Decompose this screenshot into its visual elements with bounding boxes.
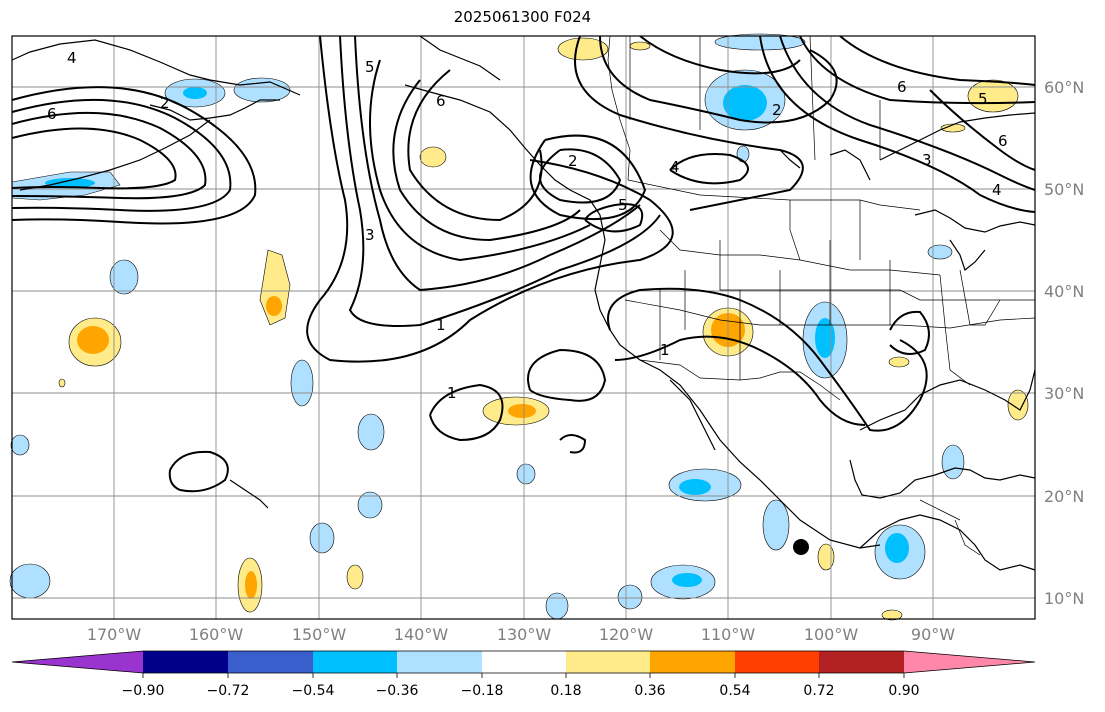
colorbar-segment xyxy=(819,651,904,673)
contour-label: 2 xyxy=(568,152,578,170)
contour-label: 3 xyxy=(365,226,375,244)
longitude-label: 100°W xyxy=(803,625,859,644)
contour-label: 1 xyxy=(447,384,457,402)
contour-label: 6 xyxy=(436,92,446,110)
longitude-label: 140°W xyxy=(393,625,449,644)
contour-label: 2 xyxy=(772,101,782,119)
political-boundaries xyxy=(607,35,1036,556)
contour-label: 6 xyxy=(897,78,907,96)
storm-position-marker xyxy=(793,539,809,555)
contour-label: 6 xyxy=(47,105,57,123)
contour-label: 2 xyxy=(160,94,170,112)
longitude-label: 160°W xyxy=(188,625,244,644)
coastlines xyxy=(11,35,1036,571)
colorbar xyxy=(11,650,1036,678)
map-title: 2025061300 F024 xyxy=(453,8,592,26)
latitude-label: 20°N xyxy=(1044,487,1085,506)
contour-label: 4 xyxy=(670,158,680,176)
longitude-label: 110°W xyxy=(700,625,756,644)
colorbar-tick-label: 0.54 xyxy=(719,683,751,699)
latitude-label: 60°N xyxy=(1044,78,1085,97)
negative-anomaly-shading xyxy=(9,33,965,620)
map-panel: 6 4 2 1 3 5 1 6 2 4 5 6 1 2 3 4 5 6 xyxy=(9,33,1036,621)
latitude-label: 40°N xyxy=(1044,282,1085,301)
latitude-label: 30°N xyxy=(1044,384,1085,403)
colorbar-tick-label: −0.36 xyxy=(375,683,419,699)
colorbar-segment xyxy=(313,651,397,673)
latitude-label: 50°N xyxy=(1044,180,1085,199)
longitude-label: 170°W xyxy=(86,625,142,644)
colorbar-tick-label: 0.72 xyxy=(803,683,835,699)
colorbar-tick-label: 0.18 xyxy=(550,683,582,699)
colorbar-segment xyxy=(228,651,313,673)
contour-label: 1 xyxy=(660,341,670,359)
contour-label-group: 6 4 2 1 3 5 1 6 2 4 5 6 1 2 3 4 5 6 xyxy=(47,49,1008,402)
contour-label: 5 xyxy=(365,58,375,76)
contour-label: 3 xyxy=(922,151,932,169)
map-frame xyxy=(11,35,1036,620)
longitude-label: 150°W xyxy=(291,625,347,644)
colorbar-segment xyxy=(397,651,482,673)
colorbar-tick-label: 0.90 xyxy=(888,683,920,699)
contour-lines xyxy=(11,35,1036,493)
colorbar-tick-label: −0.18 xyxy=(460,683,504,699)
colorbar-segment xyxy=(143,651,228,673)
colorbar-tick-label: −0.90 xyxy=(121,683,165,699)
contour-label: 4 xyxy=(992,181,1002,199)
colorbar-overflow-triangle xyxy=(904,651,1035,673)
colorbar-segment xyxy=(650,651,735,673)
contour-label: 6 xyxy=(998,132,1008,150)
colorbar-segment xyxy=(482,651,566,673)
contour-label: 5 xyxy=(618,196,628,214)
colorbar-segment xyxy=(735,651,819,673)
longitude-label: 90°W xyxy=(910,625,956,644)
colorbar-underflow-triangle xyxy=(12,651,143,673)
latitude-label: 10°N xyxy=(1044,589,1085,608)
longitude-label: 130°W xyxy=(496,625,552,644)
colorbar-tick-label: −0.72 xyxy=(206,683,250,699)
contour-label: 1 xyxy=(436,316,446,334)
longitude-label: 120°W xyxy=(598,625,654,644)
contour-label: 5 xyxy=(978,90,988,108)
colorbar-segment xyxy=(566,651,650,673)
colorbar-tick-label: 0.36 xyxy=(634,683,666,699)
colorbar-tick-label: −0.54 xyxy=(291,683,335,699)
contour-label: 4 xyxy=(67,49,77,67)
